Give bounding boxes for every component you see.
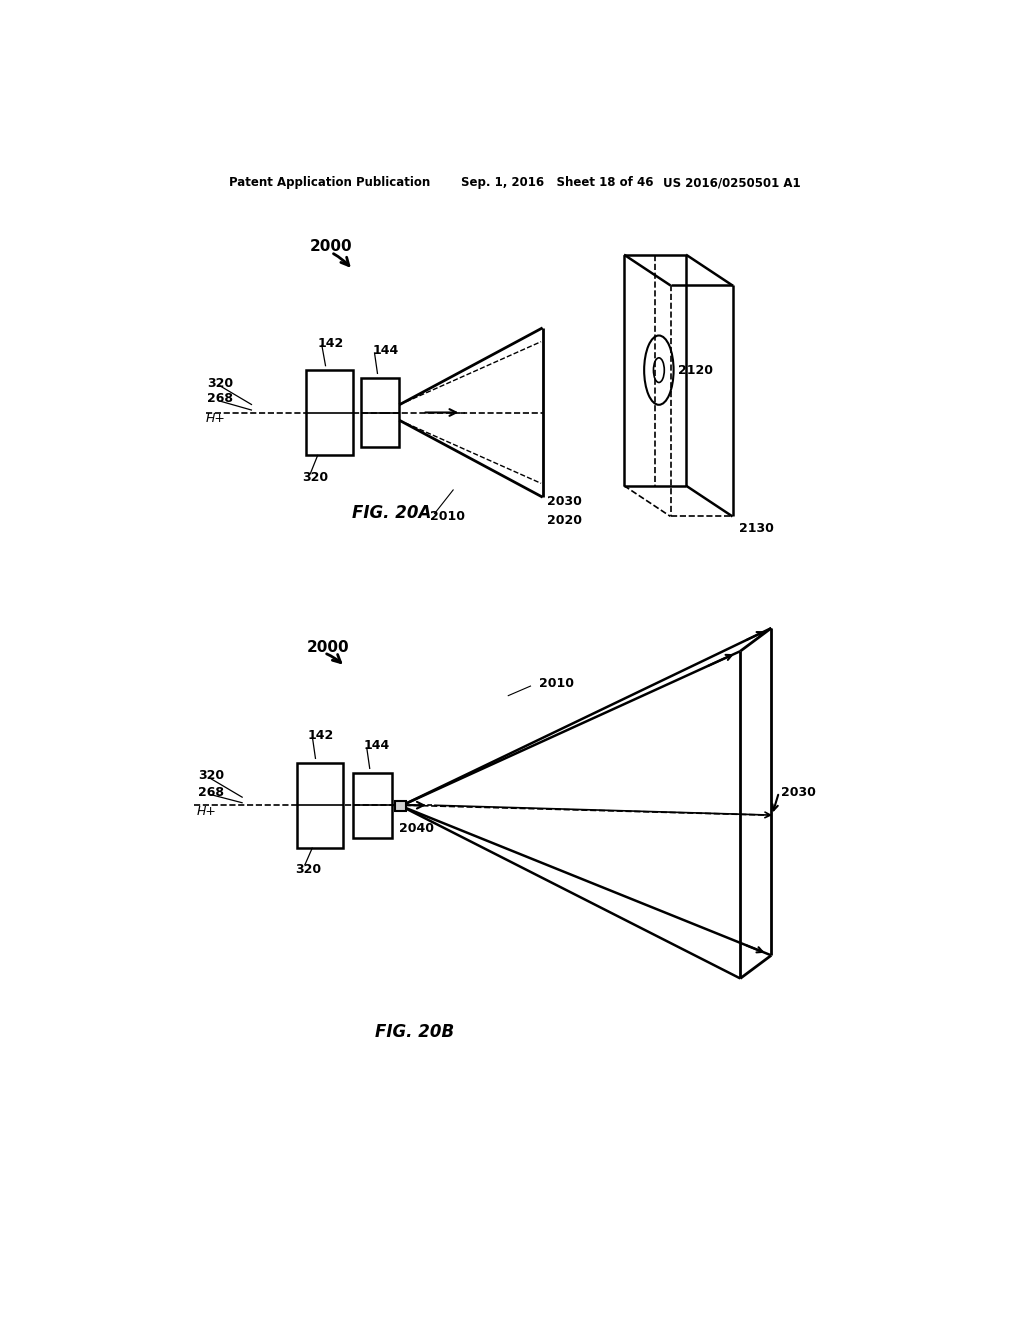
Text: H+: H+ bbox=[197, 805, 216, 818]
Text: 320: 320 bbox=[302, 471, 329, 484]
Text: 268: 268 bbox=[207, 392, 233, 405]
Text: 2000: 2000 bbox=[306, 640, 349, 655]
Bar bbox=[306, 370, 352, 455]
Text: 2010: 2010 bbox=[539, 677, 573, 690]
Text: 142: 142 bbox=[317, 337, 344, 350]
Text: Patent Application Publication: Patent Application Publication bbox=[228, 176, 430, 189]
Text: 2040: 2040 bbox=[399, 822, 434, 834]
Text: 320: 320 bbox=[207, 376, 233, 389]
Text: 2030: 2030 bbox=[780, 785, 815, 799]
Bar bbox=[360, 378, 399, 447]
Text: US 2016/0250501 A1: US 2016/0250501 A1 bbox=[663, 176, 801, 189]
Text: 2000: 2000 bbox=[310, 239, 352, 255]
Text: Sep. 1, 2016   Sheet 18 of 46: Sep. 1, 2016 Sheet 18 of 46 bbox=[461, 176, 653, 189]
Text: 268: 268 bbox=[198, 787, 224, 800]
Text: 320: 320 bbox=[198, 770, 224, 783]
Text: 2020: 2020 bbox=[547, 513, 582, 527]
Text: 2120: 2120 bbox=[678, 363, 714, 376]
Text: H+: H+ bbox=[206, 412, 225, 425]
Text: 2010: 2010 bbox=[430, 510, 465, 523]
Text: FIG. 20B: FIG. 20B bbox=[375, 1023, 455, 1041]
Bar bbox=[395, 800, 407, 812]
Text: 142: 142 bbox=[308, 730, 334, 742]
Text: 2130: 2130 bbox=[738, 521, 773, 535]
Text: FIG. 20A: FIG. 20A bbox=[352, 504, 431, 521]
Bar bbox=[352, 774, 391, 838]
Text: 2030: 2030 bbox=[547, 495, 582, 508]
Bar bbox=[297, 763, 343, 847]
Text: 320: 320 bbox=[295, 862, 322, 875]
Text: 144: 144 bbox=[372, 345, 398, 358]
Text: 144: 144 bbox=[364, 739, 390, 752]
